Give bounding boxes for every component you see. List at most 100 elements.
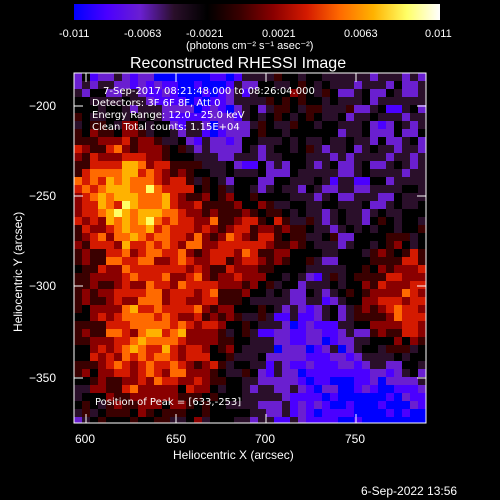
heatmap-cell: [210, 97, 218, 105]
heatmap-cell: [266, 161, 274, 169]
heatmap-cell: [74, 185, 82, 193]
colorbar-min-label: -0.011: [59, 28, 90, 40]
heatmap-cell: [90, 153, 98, 161]
heatmap-cell: [74, 217, 82, 225]
heatmap-cell: [338, 273, 346, 281]
heatmap-cell: [106, 225, 114, 233]
heatmap-cell: [106, 193, 114, 201]
heatmap-cell: [98, 73, 106, 81]
heatmap-cell: [386, 105, 394, 113]
heatmap-cell: [354, 369, 362, 377]
heatmap-cell: [386, 73, 394, 81]
heatmap-cell: [370, 305, 378, 313]
heatmap-cell: [362, 409, 370, 417]
heatmap-cell: [194, 289, 202, 297]
heatmap-cell: [386, 337, 394, 345]
heatmap-cell: [138, 81, 146, 89]
heatmap-cell: [178, 177, 186, 185]
heatmap-cell: [114, 113, 122, 121]
heatmap-cell: [290, 281, 298, 289]
heatmap-cell: [98, 417, 106, 423]
heatmap-cell: [338, 97, 346, 105]
heatmap-cell: [266, 369, 274, 377]
heatmap-cell: [402, 89, 410, 97]
heatmap-cell: [258, 257, 266, 265]
heatmap-cell: [354, 193, 362, 201]
heatmap-cell: [218, 89, 226, 97]
heatmap-cell: [138, 153, 146, 161]
heatmap-cell: [258, 121, 266, 129]
heatmap-cell: [410, 249, 418, 257]
heatmap-cell: [218, 265, 226, 273]
heatmap-cell: [410, 305, 418, 313]
heatmap-cell: [378, 313, 386, 321]
heatmap-cell: [282, 89, 290, 97]
heatmap-cell: [330, 385, 338, 393]
heatmap-cell: [282, 273, 290, 281]
heatmap-cell: [74, 113, 82, 121]
heatmap-cell: [146, 97, 154, 105]
heatmap-cell: [122, 193, 130, 201]
heatmap-cell: [122, 369, 130, 377]
heatmap-cell: [82, 353, 90, 361]
heatmap-cell: [306, 361, 314, 369]
heatmap-cell: [194, 145, 202, 153]
heatmap-cell: [194, 177, 202, 185]
heatmap-cell: [274, 161, 282, 169]
heatmap-cell: [122, 113, 130, 121]
heatmap-cell: [250, 161, 258, 169]
heatmap-cell: [114, 393, 122, 401]
heatmap-cell: [346, 393, 354, 401]
heatmap-cell: [266, 377, 274, 385]
heatmap-cell: [106, 369, 114, 377]
heatmap-cell: [226, 73, 234, 81]
heatmap-cell: [250, 369, 258, 377]
heatmap-cell: [378, 201, 386, 209]
heatmap-cell: [266, 361, 274, 369]
heatmap-cell: [170, 225, 178, 233]
heatmap-cell: [250, 177, 258, 185]
heatmap-cell: [362, 361, 370, 369]
heatmap-cell: [114, 81, 122, 89]
heatmap-cell: [106, 361, 114, 369]
heatmap-cell: [122, 337, 130, 345]
heatmap-cell: [410, 81, 418, 89]
heatmap-cell: [282, 417, 290, 423]
heatmap-cell: [90, 401, 98, 409]
heatmap-cell: [114, 409, 122, 417]
heatmap-cell: [98, 193, 106, 201]
heatmap-cell: [410, 377, 418, 385]
heatmap-cell: [146, 273, 154, 281]
heatmap-cell: [282, 401, 290, 409]
heatmap-cell: [282, 217, 290, 225]
heatmap-cell: [106, 313, 114, 321]
heatmap-cell: [234, 409, 242, 417]
heatmap-cell: [202, 321, 210, 329]
heatmap-cell: [322, 145, 330, 153]
heatmap-cell: [402, 169, 410, 177]
heatmap-cell: [266, 137, 274, 145]
heatmap-cell: [210, 161, 218, 169]
heatmap-cell: [402, 393, 410, 401]
heatmap-cell: [298, 369, 306, 377]
heatmap-cell: [242, 401, 250, 409]
heatmap-cell: [330, 281, 338, 289]
heatmap-cell: [90, 289, 98, 297]
heatmap-cell: [258, 233, 266, 241]
heatmap-cell: [338, 249, 346, 257]
heatmap-cell: [234, 153, 242, 161]
heatmap-cell: [298, 241, 306, 249]
heatmap-cell: [98, 369, 106, 377]
heatmap-cell: [186, 129, 194, 137]
heatmap-cell: [378, 297, 386, 305]
heatmap-cell: [290, 417, 298, 423]
heatmap-cell: [354, 417, 362, 423]
heatmap-cell: [106, 417, 114, 423]
heatmap-cell: [210, 345, 218, 353]
heatmap-cell: [218, 361, 226, 369]
heatmap-cell: [410, 113, 418, 121]
heatmap-cell: [290, 273, 298, 281]
heatmap-cell: [82, 217, 90, 225]
heatmap-cell: [122, 209, 130, 217]
heatmap-cell: [226, 257, 234, 265]
